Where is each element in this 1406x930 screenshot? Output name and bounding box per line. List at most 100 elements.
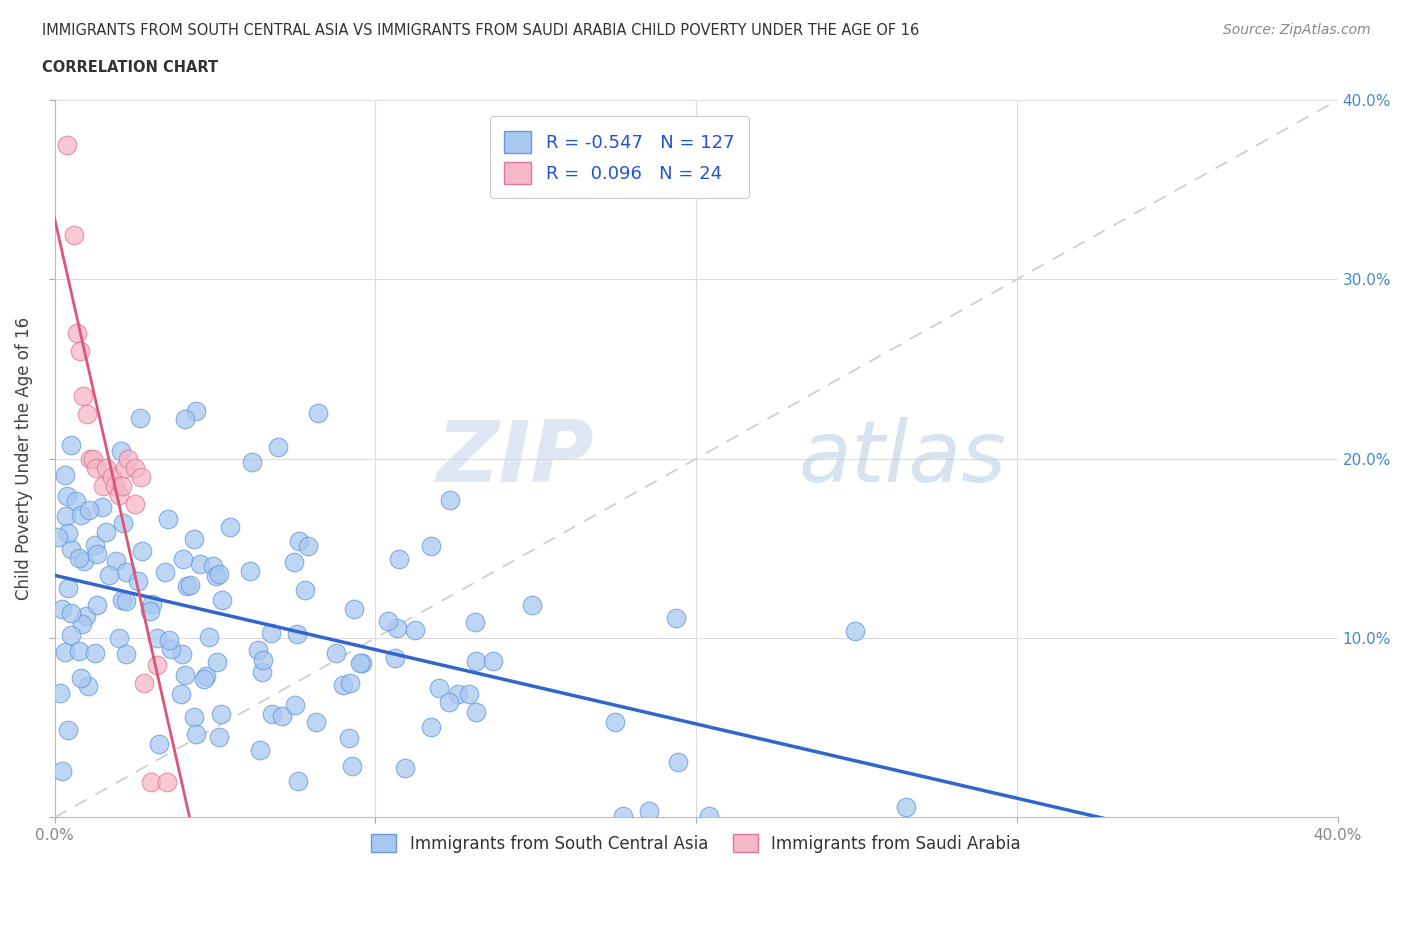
- Point: [65, 494, 87, 509]
- Point: [307, 405, 329, 420]
- Point: [56, 138, 79, 153]
- Point: [146, 658, 169, 672]
- Point: [340, 759, 363, 774]
- Point: [96, 525, 118, 539]
- Point: [439, 493, 461, 508]
- Point: [287, 774, 309, 789]
- Point: [60, 437, 83, 452]
- Point: [174, 412, 197, 427]
- Text: IMMIGRANTS FROM SOUTH CENTRAL ASIA VS IMMIGRANTS FROM SAUDI ARABIA CHILD POVERTY: IMMIGRANTS FROM SOUTH CENTRAL ASIA VS IM…: [42, 23, 920, 38]
- Point: [56, 525, 79, 540]
- Point: [205, 655, 228, 670]
- Point: [124, 496, 146, 511]
- Point: [72, 389, 94, 404]
- Point: [697, 808, 720, 823]
- Point: [284, 698, 307, 712]
- Point: [520, 598, 543, 613]
- Point: [49, 685, 72, 700]
- Point: [59, 628, 82, 643]
- Point: [252, 653, 274, 668]
- Point: [156, 512, 179, 526]
- Point: [188, 557, 211, 572]
- Point: [82, 451, 104, 466]
- Point: [250, 664, 273, 679]
- Point: [105, 553, 128, 568]
- Point: [202, 558, 225, 573]
- Point: [86, 598, 108, 613]
- Point: [447, 686, 470, 701]
- Point: [91, 499, 114, 514]
- Point: [115, 565, 138, 579]
- Point: [51, 602, 73, 617]
- Point: [666, 754, 689, 769]
- Point: [94, 460, 117, 475]
- Point: [384, 651, 406, 666]
- Point: [124, 460, 146, 475]
- Point: [84, 460, 107, 475]
- Point: [612, 808, 634, 823]
- Point: [183, 532, 205, 547]
- Point: [134, 675, 156, 690]
- Point: [218, 520, 240, 535]
- Point: [107, 487, 129, 502]
- Point: [332, 677, 354, 692]
- Point: [170, 646, 193, 661]
- Point: [305, 715, 328, 730]
- Point: [117, 451, 139, 466]
- Text: Source: ZipAtlas.com: Source: ZipAtlas.com: [1223, 23, 1371, 37]
- Point: [179, 578, 201, 592]
- Point: [53, 644, 76, 659]
- Point: [267, 439, 290, 454]
- Point: [56, 488, 79, 503]
- Text: atlas: atlas: [799, 418, 1007, 500]
- Point: [75, 609, 97, 624]
- Point: [283, 554, 305, 569]
- Point: [844, 623, 866, 638]
- Point: [172, 551, 194, 566]
- Point: [76, 406, 98, 421]
- Point: [79, 451, 101, 466]
- Point: [107, 631, 129, 645]
- Point: [270, 709, 292, 724]
- Point: [198, 630, 221, 644]
- Point: [350, 656, 373, 671]
- Point: [377, 614, 399, 629]
- Point: [139, 604, 162, 618]
- Point: [148, 737, 170, 751]
- Point: [420, 720, 443, 735]
- Point: [128, 410, 150, 425]
- Text: CORRELATION CHART: CORRELATION CHART: [42, 60, 218, 75]
- Point: [104, 478, 127, 493]
- Point: [73, 553, 96, 568]
- Point: [86, 546, 108, 561]
- Point: [404, 623, 426, 638]
- Point: [129, 470, 152, 485]
- Point: [195, 668, 218, 683]
- Point: [46, 530, 69, 545]
- Point: [76, 679, 98, 694]
- Point: [60, 605, 83, 620]
- Point: [111, 592, 134, 607]
- Point: [385, 620, 408, 635]
- Point: [894, 799, 917, 814]
- Point: [153, 565, 176, 579]
- Point: [208, 729, 231, 744]
- Y-axis label: Child Poverty Under the Age of 16: Child Poverty Under the Age of 16: [15, 317, 32, 600]
- Point: [97, 567, 120, 582]
- Point: [115, 647, 138, 662]
- Point: [285, 626, 308, 641]
- Point: [160, 642, 183, 657]
- Point: [55, 508, 77, 523]
- Point: [349, 655, 371, 670]
- Point: [55, 467, 77, 482]
- Point: [339, 676, 361, 691]
- Point: [249, 743, 271, 758]
- Point: [193, 671, 215, 686]
- Point: [205, 569, 228, 584]
- Point: [56, 580, 79, 595]
- Point: [481, 654, 503, 669]
- Point: [67, 551, 90, 565]
- Point: [209, 707, 232, 722]
- Point: [83, 645, 105, 660]
- Point: [157, 632, 180, 647]
